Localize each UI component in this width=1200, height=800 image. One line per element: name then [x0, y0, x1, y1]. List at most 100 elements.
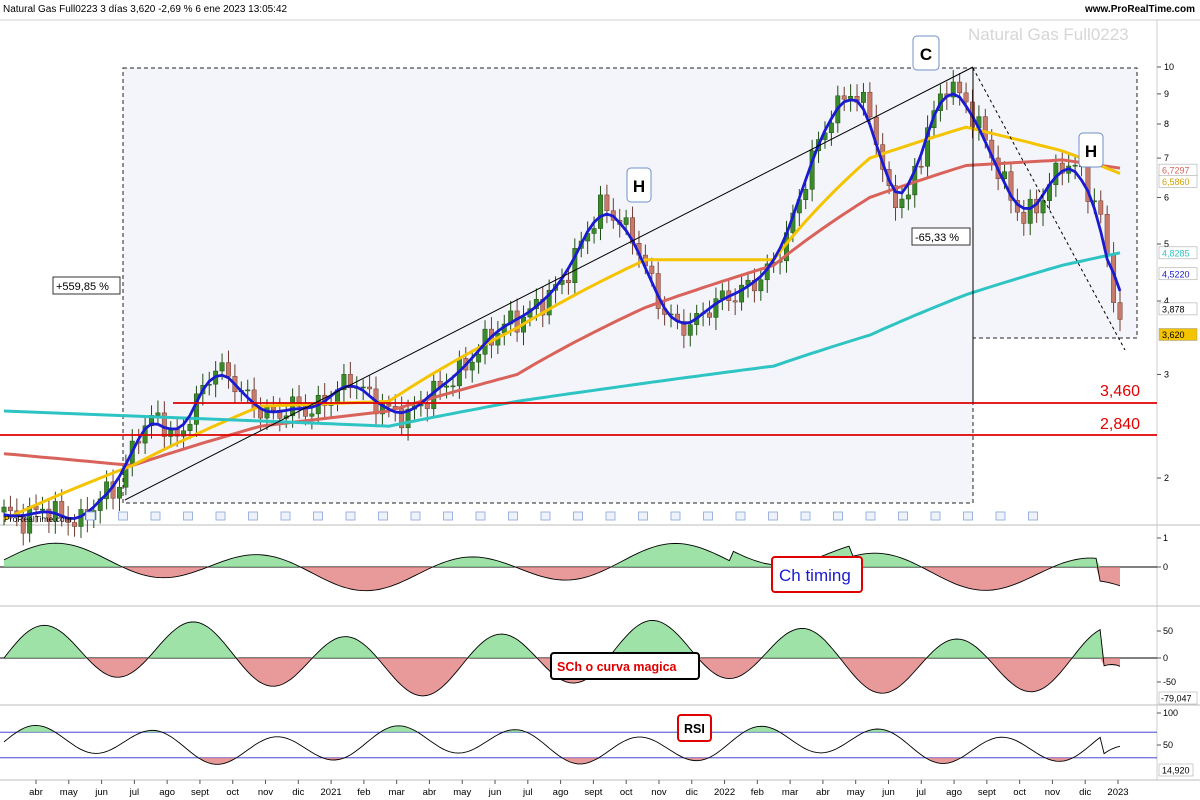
candle [1040, 200, 1046, 214]
candle [687, 324, 693, 336]
osc-tick-label: 50 [1163, 626, 1173, 636]
osc-tick-label: -50 [1163, 677, 1176, 687]
osc-tick-label: 0 [1163, 562, 1168, 572]
price-tick-label: 10 [1164, 62, 1174, 72]
candle [52, 501, 58, 522]
rsi-tick-label: 100 [1163, 708, 1178, 718]
event-icon [215, 511, 226, 521]
candle [649, 265, 655, 274]
candle [296, 396, 302, 407]
candle [367, 386, 373, 390]
event-icon [378, 511, 388, 521]
time-tick-label: abr [29, 787, 43, 798]
selection-box [122, 67, 974, 504]
time-tick-label: abr [816, 787, 830, 798]
label-h1: H [633, 177, 645, 196]
time-tick-label: mar [388, 787, 404, 798]
candle [591, 228, 597, 234]
candle [899, 198, 905, 209]
label-c-box: C [912, 35, 940, 71]
candle [59, 501, 65, 518]
site-link[interactable]: www.ProRealTime.com [1084, 4, 1195, 15]
candle [950, 81, 956, 98]
candle [739, 284, 745, 303]
candle [116, 486, 122, 499]
event-icon [248, 511, 258, 521]
osc-value-box [1158, 691, 1198, 705]
price-panel [1, 70, 1123, 546]
price-tag-label: 4,5220 [1162, 269, 1190, 279]
candle [155, 412, 161, 416]
chart-header: Natural Gas Full0223 3 días 3,620 -2,69 … [0, 0, 1200, 20]
time-tick-label: sept [584, 787, 602, 798]
candle [572, 248, 578, 284]
rsi-tick-label: 50 [1163, 740, 1173, 750]
time-tick-label: dic [292, 787, 304, 798]
chart-watermark: Natural Gas Full0223 [968, 25, 1129, 44]
moving-average-line [3, 251, 1121, 428]
rsi-value-label: 14,920 [1162, 766, 1190, 776]
event-icon [768, 511, 778, 521]
time-tick-label: jul [916, 787, 927, 798]
candle [469, 361, 475, 371]
price-tag-box [1158, 246, 1198, 260]
candle [187, 424, 193, 431]
time-tick-label: jul [129, 787, 140, 798]
price-tick-label: 3 [1164, 369, 1169, 379]
price-tag-box [1158, 175, 1198, 188]
event-icon [865, 511, 876, 521]
candle [604, 194, 610, 211]
footer-brand: ProRealTime.com [4, 514, 72, 524]
rsi-panel: 100 50 14,920 [0, 708, 1194, 777]
time-tick-label: oct [226, 787, 239, 798]
time-tick-label: oct [620, 787, 633, 798]
price-tag-label: 6,7297 [1162, 166, 1190, 176]
selection-box-2 [972, 67, 1138, 339]
event-icon [345, 511, 356, 521]
candle [161, 412, 167, 437]
event-icon [280, 511, 291, 521]
time-tick-label: dic [686, 787, 698, 798]
candle [893, 185, 898, 209]
price-tag-box [1158, 302, 1198, 316]
candle [7, 506, 13, 512]
candle [270, 406, 276, 411]
candle [386, 404, 392, 407]
event-icon [313, 511, 323, 521]
time-tick-label: abr [423, 787, 437, 798]
price-axis: 2 3 4 5 6 7 8 9 10 [1157, 62, 1174, 483]
price-tag-label: 4,8285 [1162, 248, 1190, 258]
event-icon [508, 511, 518, 521]
event-icon [118, 511, 128, 521]
level-label-2840: 2,840 [1100, 416, 1140, 433]
candle [707, 312, 712, 318]
candle [360, 386, 366, 389]
candle [20, 513, 26, 534]
candle [957, 81, 963, 94]
candle [598, 194, 603, 229]
price-tick-label: 7 [1164, 153, 1169, 163]
event-icon [475, 511, 486, 521]
loss-label: -65,33 % [915, 232, 959, 244]
rsi-overbought-area [4, 725, 1120, 733]
time-tick-label: oct [1013, 787, 1026, 798]
event-icon [150, 511, 161, 521]
ch-timing-panel: 10 [0, 533, 1168, 592]
osc-tick-label: 0 [1163, 653, 1168, 663]
time-tick-label: feb [357, 787, 370, 798]
gain-label: +559,85 % [56, 281, 109, 293]
event-icon [930, 511, 941, 521]
oscillator-positive-area [4, 543, 1120, 567]
candle [476, 354, 482, 363]
event-icon [443, 511, 453, 521]
time-tick-label: dic [1079, 787, 1091, 798]
candle [918, 165, 924, 168]
event-icon [963, 511, 973, 521]
candle [1098, 200, 1104, 215]
candle [860, 91, 866, 103]
candle [46, 508, 52, 522]
event-icon [833, 511, 843, 521]
event-icon [638, 511, 648, 521]
candle [1117, 302, 1123, 320]
candle [565, 279, 571, 284]
